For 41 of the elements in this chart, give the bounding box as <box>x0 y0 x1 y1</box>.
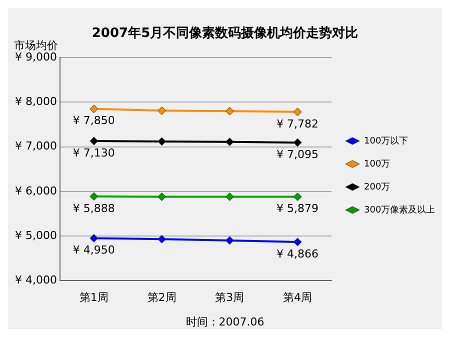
x-tick-label: 第2周 <box>147 291 176 304</box>
point <box>90 192 98 201</box>
chart-title: 2007年5月不同像素数码摄像机均价走势对比 <box>92 25 358 42</box>
data-label: ¥ 7,095 <box>276 148 319 161</box>
data-label: ¥ 4,866 <box>276 247 319 260</box>
y-tick-label: ¥ 7,000 <box>14 140 57 153</box>
data-label: ¥ 5,879 <box>276 202 319 216</box>
point <box>225 138 234 146</box>
point <box>158 137 166 146</box>
x-tick-label: 第3周 <box>215 291 244 304</box>
point <box>225 236 234 245</box>
legend-label: 300万像素及以上 <box>364 204 436 216</box>
y-tick-label: ¥ 4,000 <box>14 273 57 286</box>
point <box>293 138 302 147</box>
point <box>90 234 98 242</box>
point <box>90 104 98 114</box>
data-label: ¥ 7,130 <box>72 146 115 160</box>
data-label: ¥ 7,782 <box>276 117 319 130</box>
point <box>293 192 302 202</box>
point <box>158 106 166 115</box>
data-label: ¥ 5,888 <box>72 202 115 215</box>
point <box>293 238 302 246</box>
y-tick-label: ¥ 6,000 <box>14 184 57 198</box>
data-label: ¥ 7,850 <box>72 114 115 128</box>
point <box>158 234 166 244</box>
legend-label: 200万 <box>364 182 390 192</box>
point <box>293 108 302 116</box>
data-label: ¥ 4,950 <box>72 244 115 257</box>
point <box>158 192 166 201</box>
x-tick-label: 第4周 <box>283 291 312 304</box>
y-tick-label: ¥ 8,000 <box>14 95 57 108</box>
y-axis-title: 市场均价 <box>14 38 58 52</box>
point <box>90 136 98 146</box>
legend-label: 100万 <box>364 159 390 170</box>
x-tick-label: 第1周 <box>79 291 108 304</box>
text: 时间：2007.06 <box>186 315 264 328</box>
point <box>225 192 234 201</box>
legend-label: 100万以下 <box>364 135 408 146</box>
y-tick-label: ¥ 9,000 <box>14 50 57 64</box>
y-tick-label: ¥ 5,000 <box>14 228 57 242</box>
point <box>225 106 234 116</box>
